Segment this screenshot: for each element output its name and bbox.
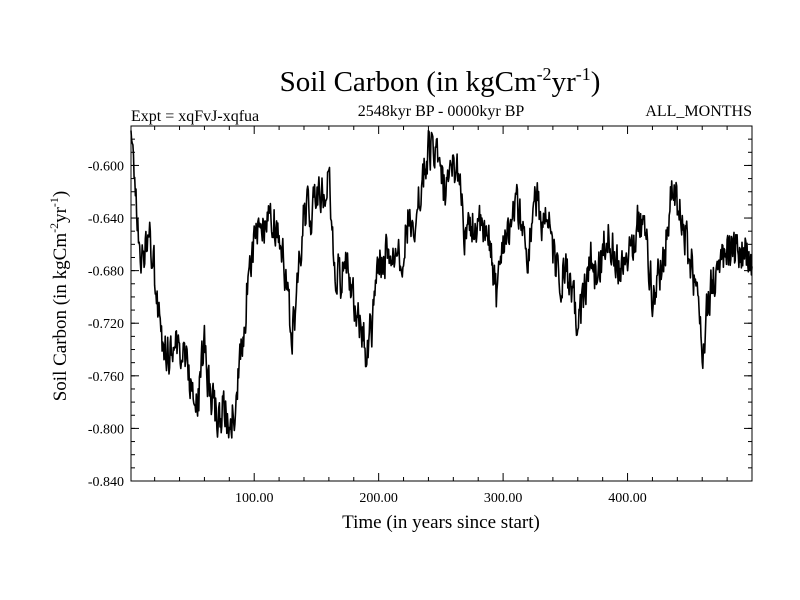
y-label-part: ) bbox=[50, 191, 71, 197]
experiment-label: Expt = xqFvJ-xqfua bbox=[131, 108, 259, 125]
series-layer bbox=[130, 129, 753, 439]
y-label-exponent: -1 bbox=[47, 197, 61, 207]
y-tick-label: -0.640 bbox=[88, 212, 124, 227]
y-label-part: yr bbox=[50, 206, 71, 223]
plot-frame bbox=[130, 125, 753, 482]
soil-carbon-series-line bbox=[130, 129, 753, 439]
y-tick-label: -0.800 bbox=[88, 422, 124, 437]
x-tick-label: 300.00 bbox=[484, 491, 523, 506]
chart-title-exponent: -1 bbox=[576, 64, 591, 84]
y-tick-label: -0.760 bbox=[88, 370, 124, 385]
chart-title-part: ) bbox=[591, 66, 601, 98]
chart-title-part: yr bbox=[552, 66, 577, 98]
x-tick-label: 100.00 bbox=[235, 491, 274, 506]
y-label-exponent: -2 bbox=[47, 223, 61, 233]
x-tick-label: 200.00 bbox=[359, 491, 398, 506]
chart-title: Soil Carbon (in kgCm-2yr-1) bbox=[280, 64, 601, 98]
time-range-label: 2548kyr BP - 0000kyr BP bbox=[358, 103, 525, 120]
x-axis: 100.00 200.00 300.00 400.00 bbox=[154, 126, 728, 506]
y-tick-label: -0.840 bbox=[88, 475, 124, 490]
y-label-part: Soil Carbon (in kgCm bbox=[50, 233, 71, 402]
y-axis-label: Soil Carbon (in kgCm-2yr-1) bbox=[47, 191, 71, 402]
months-label: ALL_MONTHS bbox=[645, 103, 752, 120]
y-axis: -0.840 -0.800 -0.760 -0.720 -0.680 -0.640 -0.6… bbox=[88, 125, 752, 490]
y-tick-label: -0.720 bbox=[88, 317, 124, 332]
x-tick-label: 400.00 bbox=[608, 491, 647, 506]
chart-title-part: Soil Carbon (in kgCm bbox=[280, 66, 537, 98]
x-axis-label: Time (in years since start) bbox=[342, 512, 540, 533]
y-tick-label: -0.600 bbox=[88, 159, 124, 174]
chart-title-exponent: -2 bbox=[537, 64, 552, 84]
y-tick-label: -0.680 bbox=[88, 265, 124, 280]
